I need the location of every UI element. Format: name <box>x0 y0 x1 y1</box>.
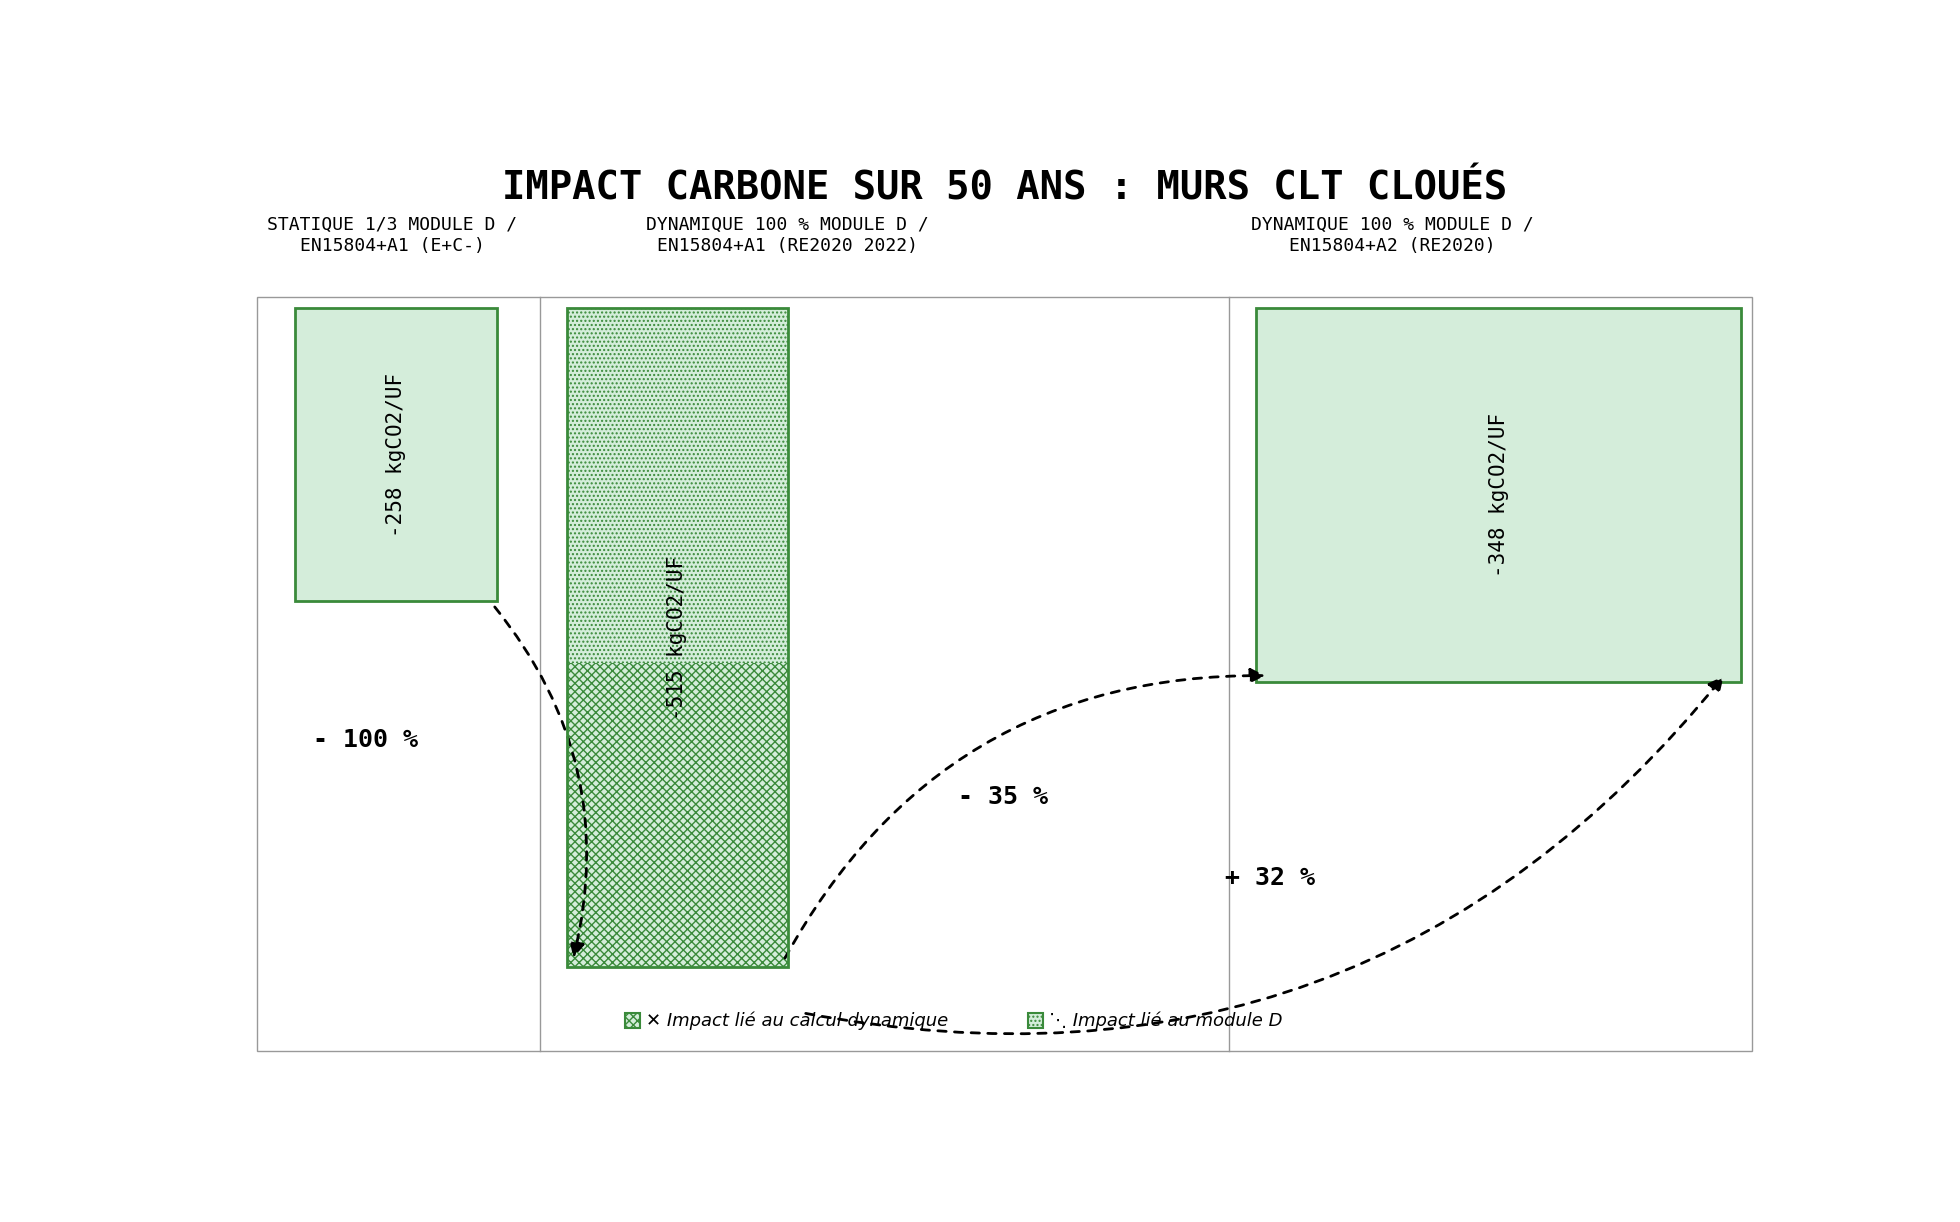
Bar <box>566 308 788 662</box>
Text: DYNAMIQUE 100 % MODULE D /
EN15804+A2 (RE2020): DYNAMIQUE 100 % MODULE D / EN15804+A2 (R… <box>1250 216 1533 254</box>
Bar <box>566 662 788 967</box>
Text: DYNAMIQUE 100 % MODULE D /
EN15804+A1 (RE2020 2022): DYNAMIQUE 100 % MODULE D / EN15804+A1 (R… <box>647 216 929 254</box>
Bar <box>625 1013 641 1028</box>
Text: -515 kgCO2/UF: -515 kgCO2/UF <box>666 556 688 720</box>
Text: - 35 %: - 35 % <box>958 786 1049 809</box>
Text: -258 kgCO2/UF: -258 kgCO2/UF <box>386 373 406 536</box>
Text: STATIQUE 1/3 MODULE D /
EN15804+A1 (E+C-): STATIQUE 1/3 MODULE D / EN15804+A1 (E+C-… <box>267 216 517 254</box>
Text: IMPACT CARBONE SUR 50 ANS : MURS CLT CLOUÉS: IMPACT CARBONE SUR 50 ANS : MURS CLT CLO… <box>502 170 1507 208</box>
Bar <box>1256 308 1740 682</box>
Text: + 32 %: + 32 % <box>1225 866 1315 890</box>
Text: - 100 %: - 100 % <box>314 727 417 752</box>
Text: ⋱ Impact lié au module D: ⋱ Impact lié au module D <box>1049 1012 1284 1030</box>
Text: ✕ Impact lié au calcul dynamique: ✕ Impact lié au calcul dynamique <box>647 1012 949 1030</box>
Bar <box>257 297 1752 1051</box>
Text: -348 kgCO2/UF: -348 kgCO2/UF <box>1488 413 1509 577</box>
Bar <box>566 308 788 967</box>
Bar <box>1027 1013 1043 1028</box>
Bar <box>296 308 498 601</box>
